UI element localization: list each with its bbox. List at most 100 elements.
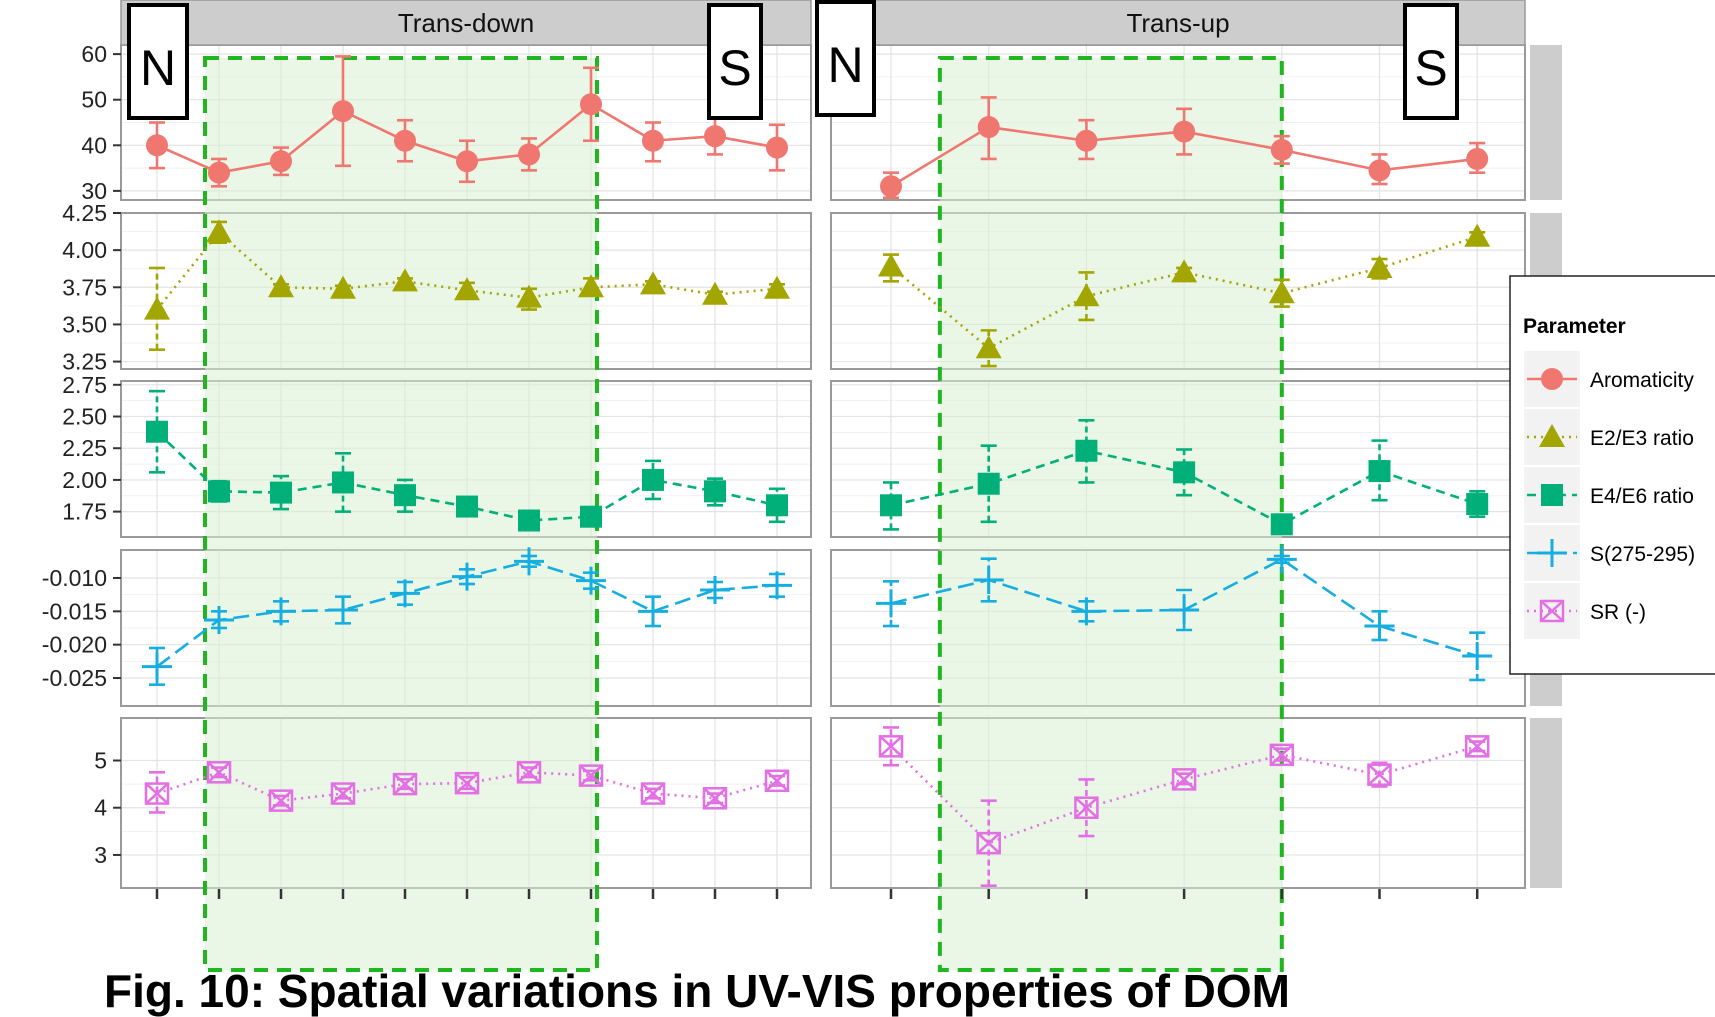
axis-layer: 30 40 50 60 3.25 3.50 3.75 4.00 4.25 1.75 2.00 2.25… <box>42 41 1479 899</box>
data-point <box>640 271 666 295</box>
strip-label: Trans-down <box>398 8 534 38</box>
y-tick-label: 2.50 <box>62 404 107 430</box>
legend-marker <box>1539 599 1565 623</box>
site-south-box-trans-up: S <box>1403 3 1459 120</box>
series-line <box>155 230 778 311</box>
data-point <box>328 596 358 624</box>
legend-entry-sr: SR (-) <box>1522 581 1646 641</box>
series-e4-e6-ratio-trans-down <box>146 389 788 532</box>
strip-label: Trans-up <box>1126 8 1229 38</box>
legend-label: SR (-) <box>1590 601 1646 624</box>
error-bar <box>883 726 899 767</box>
data-point <box>1173 461 1196 484</box>
data-point <box>702 281 728 305</box>
data-point <box>976 831 1001 855</box>
data-point <box>876 589 906 618</box>
data-point <box>268 274 294 298</box>
series-e2-e3-ratio-trans-up <box>878 223 1491 368</box>
error-bar <box>645 459 661 501</box>
site-north-box-trans-down: N <box>127 3 189 120</box>
series-aromaticity-trans-up <box>880 96 1489 200</box>
side-strip-aromaticity <box>1530 45 1562 200</box>
data-point <box>1466 493 1489 516</box>
data-point <box>880 175 902 198</box>
data-point <box>878 735 904 758</box>
data-point <box>977 116 1000 139</box>
y-tick-label: 3.25 <box>62 349 107 375</box>
data-point <box>206 761 232 784</box>
data-point <box>390 579 420 608</box>
legend-title: Parameter <box>1523 315 1626 338</box>
data-point <box>270 150 292 173</box>
data-point <box>1270 513 1293 536</box>
data-point <box>766 136 788 159</box>
data-point <box>1269 743 1295 767</box>
legend-entry-e2-e3-ratio: E2/E3 ratio <box>1522 407 1694 467</box>
data-point <box>1368 460 1391 483</box>
data-point <box>700 576 730 604</box>
data-point <box>392 772 418 796</box>
data-point <box>1364 612 1395 640</box>
y-tick-label: 50 <box>81 87 107 113</box>
y-tick-label: 2.00 <box>62 467 107 493</box>
data-point <box>975 335 1002 359</box>
data-point <box>973 566 1004 594</box>
data-point <box>270 481 292 504</box>
data-point <box>332 100 354 123</box>
y-tick-label: 3.75 <box>62 274 107 300</box>
highlight-box-trans-up <box>937 56 1284 972</box>
legend-entry-aromaticity: Aromaticity <box>1522 349 1694 409</box>
data-point <box>642 129 664 152</box>
data-point <box>330 275 356 299</box>
data-point <box>144 782 170 805</box>
legend-label: E2/E3 ratio <box>1590 427 1694 450</box>
y-axis-e4-e6-ratio: 1.75 2.00 2.25 2.50 2.75 <box>62 372 121 525</box>
data-point <box>1173 120 1196 143</box>
data-point <box>1169 596 1200 624</box>
data-point <box>208 480 230 503</box>
data-point <box>516 284 542 308</box>
highlight-layer <box>203 56 1284 972</box>
data-point <box>332 471 354 494</box>
legend-marker <box>1541 368 1563 390</box>
legend: Parameter Aromaticity E2/E3 ratio E4/E6 rat… <box>1509 275 1715 675</box>
data-point <box>1171 768 1197 791</box>
data-point <box>514 547 544 576</box>
data-layer <box>142 55 1493 887</box>
data-point <box>640 782 666 805</box>
y-tick-label: 3.50 <box>62 311 107 337</box>
legend-label: S(275-295) <box>1590 543 1695 566</box>
data-point <box>1367 763 1392 786</box>
data-point <box>394 484 416 507</box>
data-point <box>1464 735 1490 758</box>
data-point <box>578 764 604 787</box>
legend-label: E4/E6 ratio <box>1590 485 1694 508</box>
data-point <box>452 562 482 591</box>
y-axis-s-275-295: -0.010 -0.015 -0.020 -0.025 <box>42 565 121 691</box>
data-point <box>766 494 788 517</box>
error-bar <box>980 329 997 368</box>
error-bar <box>335 451 351 513</box>
data-point <box>392 268 418 292</box>
y-tick-label: 30 <box>81 178 107 204</box>
data-point <box>394 129 416 152</box>
y-tick-label: 3 <box>94 842 107 868</box>
series-sr-trans-down <box>144 761 790 814</box>
data-point <box>702 787 728 810</box>
legend-marker <box>1539 424 1565 447</box>
data-point <box>1075 439 1098 462</box>
data-point <box>977 472 1000 495</box>
data-point <box>456 495 478 518</box>
y-tick-label: -0.020 <box>42 632 107 658</box>
data-point <box>266 597 296 626</box>
data-point <box>642 468 664 491</box>
y-tick-label: 4.25 <box>62 200 107 226</box>
legend-entry-s-275-295: S(275-295) <box>1522 523 1695 583</box>
series-e2-e3-ratio-trans-down <box>144 219 790 351</box>
data-point <box>1073 283 1100 307</box>
data-point <box>1270 138 1293 161</box>
figure-caption: Fig. 10: Spatial variations in UV-VIS pr… <box>104 965 1291 1017</box>
data-point <box>764 769 790 793</box>
data-point <box>880 494 902 517</box>
data-point <box>638 597 668 626</box>
